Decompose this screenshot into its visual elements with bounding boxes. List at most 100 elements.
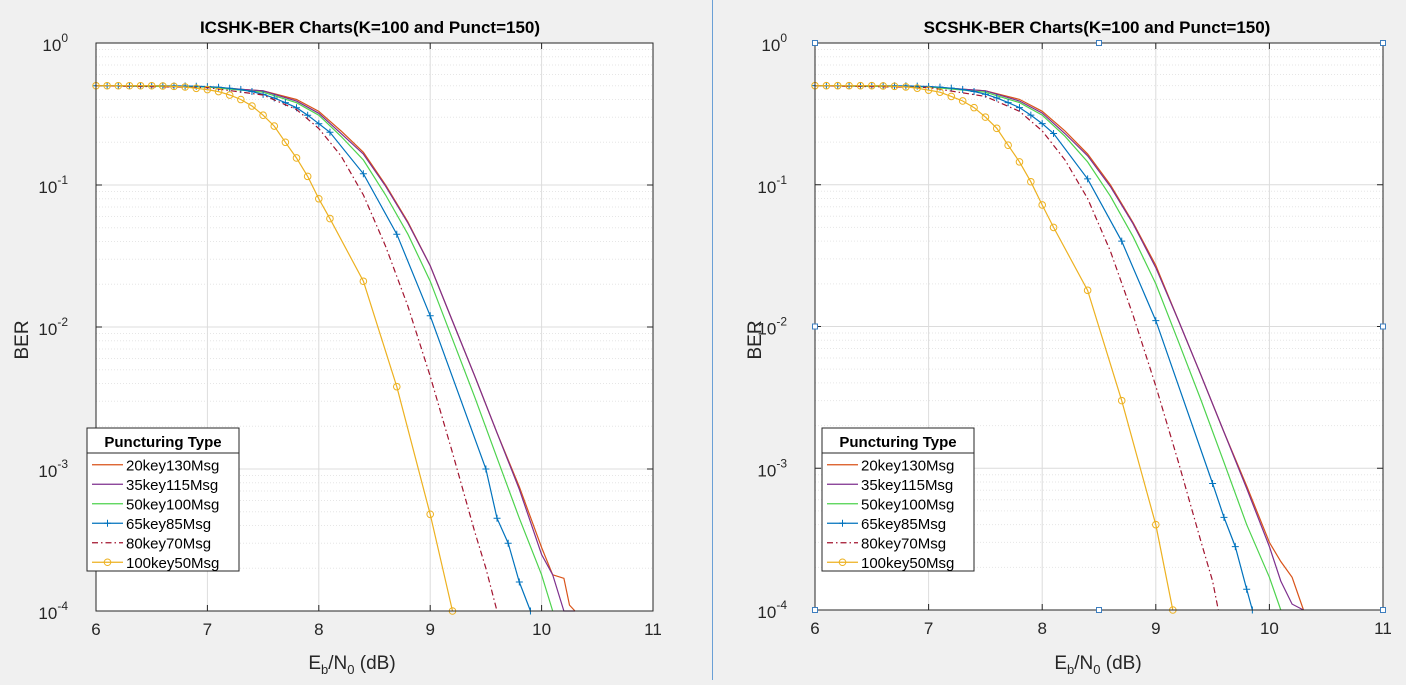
data-point: [482, 465, 490, 473]
x-tick-label: 6: [810, 619, 819, 638]
series-line-100key50Msg: [815, 85, 1174, 611]
data-point: [1231, 543, 1239, 551]
data-point: [203, 85, 212, 94]
legend-item-50key100Msg[interactable]: 50key100Msg: [92, 496, 219, 513]
resize-handle[interactable]: [812, 40, 818, 46]
data-point: [947, 92, 956, 101]
data-point: [281, 138, 290, 147]
data-point: [1243, 585, 1251, 593]
x-axis-label: Eb/N0 (dB): [1054, 653, 1141, 677]
resize-handle[interactable]: [1096, 40, 1102, 46]
legend[interactable]: Puncturing Type 20key130Msg 35key115Msg 50k…: [86, 427, 240, 572]
data-point: [192, 84, 201, 93]
legend-title: Puncturing Type: [104, 434, 221, 451]
legend-item-50key100Msg[interactable]: 50key100Msg: [827, 496, 954, 513]
y-tick-label: 10-3: [38, 457, 68, 481]
legend-item-80key70Msg[interactable]: 80key70Msg: [92, 535, 211, 552]
y-tick-label: 10-2: [757, 315, 787, 339]
ticks: 6 7 8 9 10 11 100 10-1 10-2 10-3 10-4: [38, 31, 661, 639]
legend-item-100key50Msg[interactable]: 100key50Msg: [92, 555, 219, 572]
data-point: [326, 128, 334, 136]
data-point: [890, 82, 899, 91]
data-point: [856, 81, 865, 90]
data-point: [970, 103, 978, 112]
series-line-35key115Msg: [95, 85, 575, 612]
legend-label: 20key130Msg: [126, 457, 219, 474]
data-point: [970, 87, 978, 95]
legend-marker: [838, 558, 847, 567]
data-point: [1027, 111, 1035, 119]
data-point: [248, 102, 256, 110]
legend-label: 20key130Msg: [861, 457, 954, 474]
selection-handles[interactable]: [812, 40, 1386, 613]
data-point: [270, 122, 279, 130]
resize-handle[interactable]: [1096, 607, 1102, 613]
data-point: [259, 111, 267, 120]
legend-item-100key50Msg[interactable]: 100key50Msg: [827, 555, 954, 572]
legend-box: [86, 427, 240, 572]
data-point: [426, 312, 434, 320]
chart-title: ICSHK-BER Charts(K=100 and Punct=150): [200, 18, 540, 37]
data-point: [315, 194, 323, 203]
x-tick-label: 11: [1374, 619, 1392, 638]
data-point: [1050, 129, 1058, 137]
data-point: [958, 97, 967, 105]
data-point: [1015, 158, 1024, 166]
y-tick-label: 100: [761, 31, 787, 55]
resize-handle[interactable]: [1380, 40, 1386, 46]
data-point: [833, 81, 842, 90]
legend-item-35key115Msg[interactable]: 35key115Msg: [92, 477, 218, 494]
legend-item-65key85Msg[interactable]: 65key85Msg: [827, 516, 946, 533]
x-tick-label: 11: [644, 620, 662, 639]
legend-item-20key130Msg[interactable]: 20key130Msg: [92, 457, 219, 474]
data-point: [1004, 141, 1012, 150]
data-point: [959, 85, 967, 93]
right-figure-panel: SCSHK-BER Charts(K=100 and Punct=150) BE…: [717, 0, 1406, 680]
figure-divider[interactable]: [712, 0, 717, 680]
data-point: [1084, 175, 1092, 183]
left-figure-panel: ICSHK-BER Charts(K=100 and Punct=150) BE…: [12, 18, 662, 677]
legend-item-65key85Msg[interactable]: 65key85Msg: [92, 516, 211, 533]
data-point: [304, 111, 312, 119]
y-tick-label: 10-1: [757, 173, 787, 197]
legend-item-35key115Msg[interactable]: 35key115Msg: [827, 477, 953, 494]
legend[interactable]: Puncturing Type 20key130Msg 35key115Msg 50k…: [821, 427, 975, 572]
x-tick-label: 10: [532, 620, 551, 639]
legend-label: 50key100Msg: [861, 496, 954, 513]
data-point: [1152, 520, 1160, 529]
x-axis-label: Eb/N0 (dB): [308, 653, 395, 677]
resize-handle[interactable]: [1380, 607, 1386, 613]
resize-handle[interactable]: [1380, 323, 1386, 330]
resize-handle[interactable]: [812, 323, 818, 330]
legend-marker: [839, 519, 846, 527]
data-point: [114, 81, 123, 90]
data-point: [493, 514, 501, 522]
ticks: 6 7 8 9 10 11 100 10-1 10-2 10-3 10-4: [757, 31, 1391, 638]
plot-area: [811, 81, 1305, 614]
x-tick-label: 9: [1151, 619, 1160, 638]
series-line-50key100Msg: [95, 85, 554, 612]
legend-item-80key70Msg[interactable]: 80key70Msg: [827, 535, 946, 552]
data-point: [993, 94, 1001, 102]
scshk-ber-chart: SCSHK-BER Charts(K=100 and Punct=150) BE…: [717, 0, 1406, 680]
data-point: [913, 84, 922, 92]
x-tick-label: 8: [1037, 619, 1046, 638]
data-point: [1049, 223, 1058, 232]
plot-area: [92, 81, 576, 615]
y-tick-label: 10-3: [757, 456, 787, 480]
y-tick-label: 10-2: [38, 315, 68, 339]
legend-box: [821, 427, 975, 572]
data-point: [868, 81, 876, 90]
resize-handle[interactable]: [812, 607, 818, 613]
legend-marker: [103, 558, 112, 567]
data-point: [359, 277, 368, 286]
legend-title: Puncturing Type: [839, 434, 956, 451]
legend-item-20key130Msg[interactable]: 20key130Msg: [827, 457, 954, 474]
legend-label: 50key100Msg: [126, 496, 219, 513]
data-point: [992, 124, 1001, 133]
data-point: [1004, 99, 1012, 107]
series-line-35key115Msg: [814, 85, 1304, 611]
data-point: [303, 172, 312, 181]
y-tick-label: 10-4: [757, 598, 787, 622]
y-axis-label: BER: [12, 320, 33, 359]
